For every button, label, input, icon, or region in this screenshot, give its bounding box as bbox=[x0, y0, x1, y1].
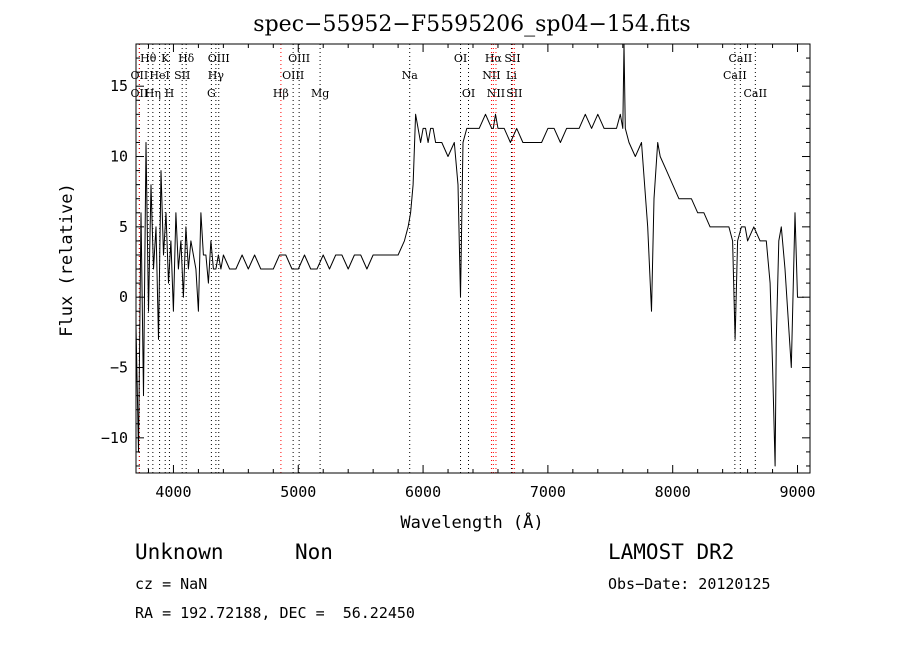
object-subclass: Non bbox=[295, 540, 333, 564]
x-tick-label-6000: 6000 bbox=[405, 483, 441, 501]
y-tick-label--5: −5 bbox=[110, 359, 128, 377]
y-tick-label-10: 10 bbox=[110, 148, 128, 166]
chart-title: spec−55952−F5595206_sp04−154.fits bbox=[253, 12, 690, 37]
x-tick-label-7000: 7000 bbox=[530, 483, 566, 501]
line-label-21: G bbox=[207, 87, 216, 100]
x-tick-label-8000: 8000 bbox=[655, 483, 691, 501]
line-label-9: OII bbox=[131, 69, 149, 82]
line-label-22: Hβ bbox=[273, 87, 289, 100]
x-tick-label-4000: 4000 bbox=[155, 483, 191, 501]
coordinates: RA = 192.72188, DEC = 56.22450 bbox=[135, 604, 415, 622]
line-label-23: Mg bbox=[311, 87, 329, 100]
spectrum-line-0 bbox=[135, 43, 804, 467]
line-label-17: CaII bbox=[723, 69, 747, 82]
y-axis-label: Flux (relative) bbox=[57, 183, 77, 337]
line-label-15: NII bbox=[482, 69, 500, 82]
line-label-19: Hη bbox=[145, 87, 161, 100]
line-label-16: Li bbox=[506, 69, 517, 82]
line-label-2: Hδ bbox=[178, 52, 195, 65]
object-class: Unknown bbox=[135, 540, 224, 564]
x-tick-label-5000: 5000 bbox=[280, 483, 316, 501]
survey-label: LAMOST DR2 bbox=[608, 540, 735, 564]
line-label-0: Hθ bbox=[140, 52, 157, 65]
line-label-11: SII bbox=[174, 69, 190, 82]
line-label-4: OIII bbox=[288, 52, 310, 65]
y-tick-label-5: 5 bbox=[119, 218, 128, 236]
x-tick-label-9000: 9000 bbox=[779, 483, 815, 501]
x-axis-label: Wavelength (Å) bbox=[400, 511, 543, 533]
line-label-25: NII bbox=[487, 87, 505, 100]
spectrum-series bbox=[135, 43, 804, 467]
x-axis-ticks: 4000 5000 6000 7000 8000 9000 bbox=[147, 44, 816, 501]
line-label-5: OI bbox=[454, 52, 467, 65]
line-label-20: H bbox=[165, 87, 175, 100]
redshift-value: cz = NaN bbox=[135, 575, 208, 593]
line-label-13: OIII bbox=[282, 69, 304, 82]
y-tick-label--10: −10 bbox=[101, 429, 128, 447]
line-label-12: Hγ bbox=[208, 69, 225, 82]
line-label-18: OII bbox=[131, 87, 149, 100]
line-label-8: CaII bbox=[729, 52, 753, 65]
y-tick-label-0: 0 bbox=[119, 288, 128, 306]
line-label-27: CaII bbox=[743, 87, 767, 100]
line-label-7: SII bbox=[504, 52, 520, 65]
y-axis-ticks: −10 −5 0 5 10 15 bbox=[101, 43, 810, 467]
plot-frame bbox=[135, 43, 811, 474]
spectrum-chart: spec−55952−F5595206_sp04−154.fits Wavele… bbox=[57, 12, 816, 533]
line-label-1: K bbox=[161, 52, 170, 65]
line-label-10: HeI bbox=[149, 69, 169, 82]
line-label-3: OIII bbox=[208, 52, 230, 65]
line-label-26: SII bbox=[506, 87, 522, 100]
line-label-6: Hα bbox=[485, 52, 503, 65]
line-label-24: OI bbox=[462, 87, 475, 100]
line-label-14: Na bbox=[402, 69, 419, 82]
observation-date: Obs−Date: 20120125 bbox=[608, 575, 771, 593]
y-tick-label-15: 15 bbox=[110, 77, 128, 95]
